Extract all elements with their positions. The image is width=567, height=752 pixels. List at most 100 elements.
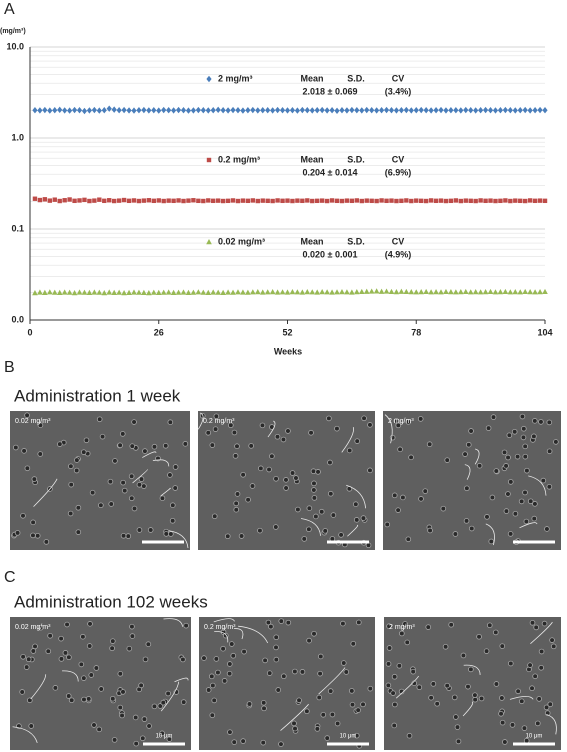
pore	[546, 483, 553, 490]
pore	[151, 443, 158, 450]
pore	[367, 467, 373, 474]
point	[314, 107, 320, 114]
pore	[521, 725, 528, 731]
pore	[232, 453, 239, 459]
pore	[66, 654, 72, 661]
point	[126, 289, 132, 296]
point	[32, 196, 38, 201]
pore	[314, 726, 321, 732]
pore	[306, 637, 312, 644]
point	[225, 198, 231, 204]
point	[393, 289, 400, 295]
y-tick-label: 0.1	[11, 223, 24, 233]
fiber	[462, 701, 474, 717]
pore	[117, 442, 123, 449]
point	[339, 107, 345, 114]
section-title: Administration 1 week	[14, 386, 181, 405]
pore	[550, 643, 557, 650]
pore	[32, 643, 38, 650]
pore	[315, 469, 321, 475]
pore	[444, 682, 451, 689]
point	[300, 198, 305, 204]
point	[309, 289, 316, 295]
pore	[167, 419, 174, 425]
point	[374, 107, 380, 114]
fiber	[30, 674, 47, 700]
pore	[129, 443, 136, 449]
point	[369, 107, 375, 114]
point	[383, 106, 390, 114]
pore	[43, 539, 50, 545]
image-label: 0.2 mg/m³	[203, 418, 235, 425]
point	[97, 197, 102, 202]
point	[354, 198, 360, 203]
pore	[295, 506, 301, 513]
point	[289, 289, 296, 295]
pore	[468, 525, 475, 532]
pore	[78, 661, 85, 668]
point	[518, 198, 523, 204]
pore	[120, 689, 126, 695]
micrograph: 0.2 mg/m³	[197, 411, 375, 550]
point	[468, 198, 473, 204]
pore	[58, 656, 65, 662]
pore	[507, 531, 514, 537]
pore	[416, 684, 423, 691]
point	[185, 289, 192, 296]
point	[304, 289, 311, 295]
pore	[20, 654, 26, 660]
x-tick-label: 78	[411, 327, 421, 337]
point	[146, 198, 152, 203]
pore	[221, 678, 228, 684]
fiber	[346, 484, 367, 509]
stat-header: Mean	[300, 73, 323, 83]
point	[329, 289, 335, 295]
pore	[390, 690, 396, 696]
point	[254, 289, 261, 295]
pore	[454, 724, 461, 730]
point	[116, 289, 122, 295]
pore	[273, 644, 279, 651]
pore	[262, 657, 268, 664]
point	[136, 198, 142, 204]
pore	[533, 624, 539, 631]
pore	[502, 739, 508, 745]
pore	[483, 648, 490, 654]
point	[433, 289, 439, 295]
pore	[354, 438, 360, 444]
pore	[442, 643, 449, 650]
pore	[356, 619, 362, 626]
point	[403, 106, 409, 114]
pore	[129, 623, 135, 630]
pore	[462, 451, 468, 457]
pore	[522, 453, 529, 460]
point	[136, 107, 142, 114]
pore	[523, 518, 530, 525]
pore	[316, 694, 323, 701]
point	[111, 106, 117, 113]
pore	[310, 468, 317, 475]
pore	[269, 453, 275, 459]
pore	[13, 444, 19, 451]
pore	[68, 481, 75, 488]
fiber	[160, 681, 180, 712]
pore	[406, 732, 413, 739]
pore	[322, 528, 328, 534]
fiber	[530, 621, 553, 645]
point	[294, 289, 301, 295]
pore	[391, 673, 398, 680]
pore	[24, 412, 30, 419]
pore	[107, 478, 114, 485]
pore	[460, 652, 467, 659]
point	[66, 289, 73, 295]
pore	[501, 449, 508, 456]
pore	[240, 471, 246, 478]
point	[225, 289, 231, 295]
point	[448, 107, 454, 114]
pore	[402, 621, 408, 627]
point	[200, 289, 207, 295]
pore	[31, 476, 38, 482]
point	[354, 107, 360, 114]
pore	[62, 650, 69, 656]
point	[235, 198, 241, 204]
